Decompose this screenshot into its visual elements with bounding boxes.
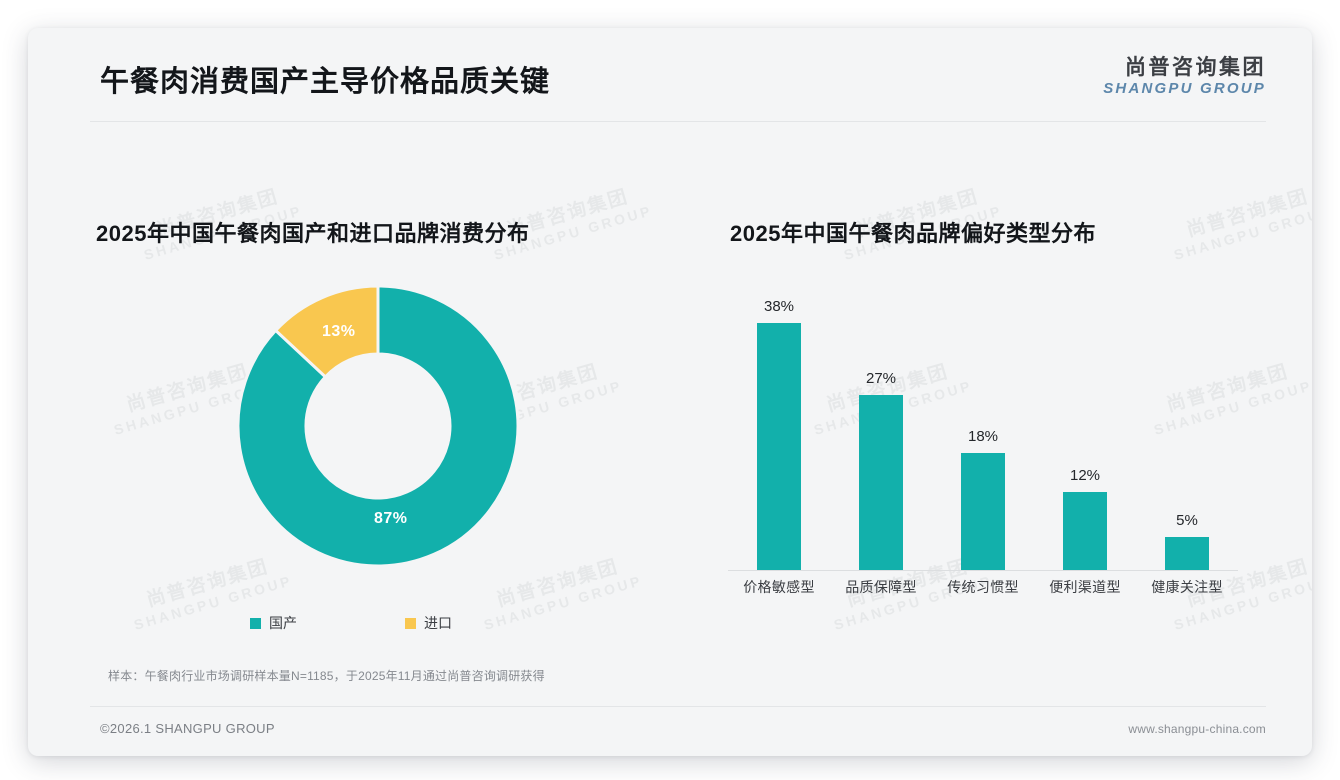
donut-slice-domestic[interactable] (236, 284, 520, 568)
charts-area: 2025年中国午餐肉国产和进口品牌消费分布 2025年中国午餐肉品牌偏好类型分布… (28, 121, 1312, 661)
category-label: 价格敏感型 (743, 579, 815, 595)
bar-value-label: 38% (763, 298, 795, 315)
bar-value-label: 18% (967, 428, 999, 445)
bar-rect[interactable] (757, 323, 801, 570)
slide-header: 午餐肉消费国产主导价格品质关键 尚普咨询集团 SHANGPU GROUP (28, 28, 1312, 121)
bar-item[interactable]: 18% (932, 281, 1034, 570)
donut-chart-title: 2025年中国午餐肉国产和进口品牌消费分布 (96, 221, 530, 246)
legend-swatch-icon (405, 617, 416, 629)
legend-label-domestic: 国产 (269, 615, 297, 631)
bar-value-label: 27% (865, 370, 897, 387)
bar-item[interactable]: 5% (1136, 281, 1238, 570)
logo-chinese-text: 尚普咨询集团 (1125, 56, 1266, 79)
bar-rect[interactable] (1063, 492, 1107, 570)
category-label: 品质保障型 (845, 579, 917, 595)
slide-card: 尚普咨询集团 SHANGPU GROUP 尚普咨询集团 SHANGPU GROU… (28, 28, 1312, 756)
legend-label-import: 进口 (424, 615, 452, 631)
donut-chart: 13% 87% (208, 276, 548, 581)
legend-item-domestic[interactable]: 国产 (250, 613, 297, 633)
logo-english-text: SHANGPU GROUP (1103, 80, 1266, 98)
header-divider (90, 121, 1266, 122)
bar-value-label: 12% (1069, 467, 1101, 484)
donut-svg (236, 284, 520, 568)
bar-rect[interactable] (859, 395, 903, 570)
legend-swatch-icon (250, 617, 261, 629)
category-label: 便利渠道型 (1049, 579, 1121, 595)
legend-item-import[interactable]: 进口 (405, 613, 452, 633)
bar-chart: 38% 27% 18% 12% 5% (728, 281, 1238, 571)
slide-footer: ©2026.1 SHANGPU GROUP www.shangpu-china.… (28, 707, 1312, 756)
bar-value-label: 5% (1176, 512, 1198, 529)
bar-item[interactable]: 12% (1034, 281, 1136, 570)
footer-divider (90, 706, 1266, 707)
bar-rect[interactable] (961, 453, 1005, 570)
bar-item[interactable]: 27% (830, 281, 932, 570)
donut-value-domestic: 87% (374, 510, 408, 527)
bar-series: 38% 27% 18% 12% 5% (728, 281, 1238, 570)
donut-value-import: 13% (322, 323, 356, 340)
bar-item[interactable]: 38% (728, 281, 830, 570)
category-label: 健康关注型 (1151, 579, 1223, 595)
donut-legend: 国产 进口 (250, 613, 452, 633)
bar-category-labels: 价格敏感型 品质保障型 传统习惯型 便利渠道型 健康关注型 (728, 577, 1238, 597)
category-label: 传统习惯型 (947, 579, 1019, 595)
page-title: 午餐肉消费国产主导价格品质关键 (100, 66, 551, 98)
footer-website[interactable]: www.shangpu-china.com (1128, 722, 1266, 736)
donut-slice-import[interactable] (273, 284, 380, 379)
bar-chart-axis (728, 570, 1238, 571)
footer-copyright: ©2026.1 SHANGPU GROUP (100, 721, 275, 736)
bar-rect[interactable] (1165, 537, 1209, 570)
sample-note: 样本：午餐肉行业市场调研样本量N=1185，于2025年11月通过尚普咨询调研获… (108, 669, 545, 683)
bar-chart-title: 2025年中国午餐肉品牌偏好类型分布 (730, 221, 1096, 246)
brand-logo: 尚普咨询集团 SHANGPU GROUP (1103, 56, 1266, 98)
